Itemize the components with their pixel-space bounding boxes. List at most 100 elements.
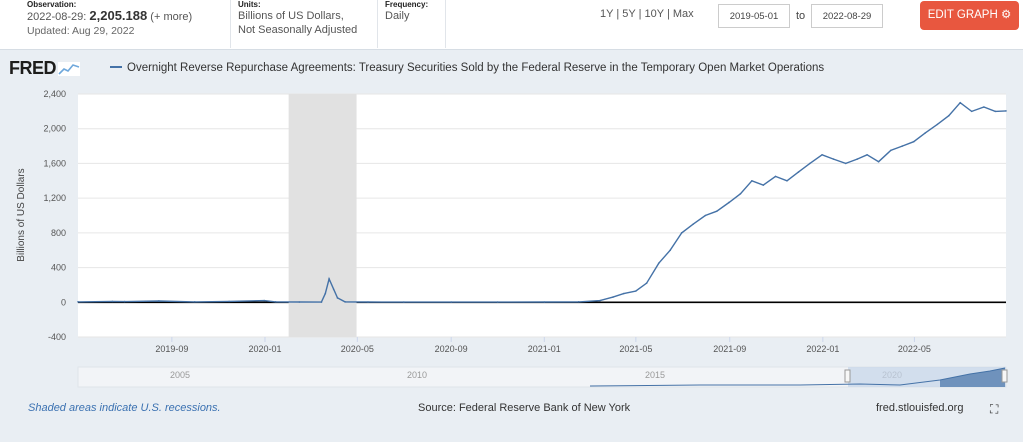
navigator-handle-left [844,369,851,383]
frequency-value: Daily [385,10,410,22]
data-point [328,278,330,280]
data-point [599,299,601,302]
fullscreen-icon[interactable]: ⛶ [990,402,999,416]
line-chart[interactable]: -400 0 400 800 1,200 1,600 2,000 2,400 2019-09 2… [0,50,1023,442]
site-link[interactable]: fred.stlouisfed.org [876,402,964,414]
y-tick-label: 1,200 [43,193,66,203]
to-label: to [796,10,806,22]
navigator-year-label: 2010 [407,370,427,380]
data-point [123,300,126,303]
data-point [728,201,730,204]
data-point [959,101,962,104]
y-tick-label: -400 [48,332,66,342]
data-point [901,145,904,147]
data-point [715,210,718,212]
data-point [889,149,892,152]
data-point [645,282,648,284]
data-point [856,158,858,160]
navigator-line [589,367,1006,387]
data-point [274,301,277,303]
data-point [739,193,742,195]
data-point [1005,110,1007,112]
divider [230,0,231,48]
updated-date: Updated: Aug 29, 2022 [27,25,135,37]
y-tick-label: 0 [61,297,66,307]
units-label: Units: [238,0,261,9]
more-link[interactable]: (+ more) [150,11,193,23]
data-point [193,301,196,303]
edit-graph-label: EDIT GRAPH [927,9,998,21]
range-1y[interactable]: 1Y [600,8,614,20]
x-tick-label: 2020-05 [341,344,374,354]
series-legend[interactable]: Overnight Reverse Repurchase Agreements:… [110,62,824,74]
range-5y[interactable]: 5Y [622,8,636,20]
data-point [877,160,880,163]
data-point [751,179,753,182]
data-point [622,292,625,295]
range-sep: | [666,8,670,20]
date-to-input[interactable]: 2022-08-29 [811,4,883,28]
range-selector: 1Y | 5Y | 10Y | Max [600,8,694,20]
data-point [669,249,672,252]
data-point [924,132,926,134]
legend-swatch [110,65,122,68]
data-point [111,300,114,303]
divider [445,0,446,48]
divider [377,0,378,48]
data-point [543,301,546,303]
observation-label: Observation: [27,0,77,9]
range-10y[interactable]: 10Y [644,8,664,20]
data-point [832,158,835,160]
data-point [970,110,973,113]
navigator-year-label: 2015 [645,370,665,380]
y-tick-label: 2,000 [43,124,66,134]
fred-logo[interactable]: FRED [9,58,80,79]
data-point [866,153,868,156]
y-tick-label: 1,600 [43,158,66,168]
frequency-label: Frequency: [385,0,429,9]
data-point [367,301,369,303]
observation-value: 2022-08-29: 2,205.188 (+ more) [27,8,193,24]
data-point [680,232,683,234]
navigator-handle-right [1001,369,1008,383]
x-tick-label: 2021-09 [713,344,746,354]
series-title: Overnight Reverse Repurchase Agreements:… [127,62,825,74]
units-block: Units: Billions of US Dollars, Not Seaso… [238,0,374,46]
range-sep: | [616,8,620,20]
data-point [336,297,339,299]
x-tick-label: 2020-01 [248,344,281,354]
date-from-input[interactable]: 2019-05-01 [718,4,790,28]
range-max[interactable]: Max [672,8,694,20]
data-point [332,288,335,291]
source-text: Source: Federal Reserve Bank of New York [418,402,631,414]
data-point [612,296,614,298]
data-point [809,162,811,165]
fred-logo-text: FRED [9,58,57,78]
data-point [450,301,452,303]
range-sep: | [638,8,642,20]
data-point [657,262,660,265]
data-point [947,114,950,117]
header-bar: Observation: 2022-08-29: 2,205.188 (+ mo… [0,0,1023,50]
recession-note: Shaded areas indicate U.S. recessions. [28,402,221,414]
data-point [320,301,323,303]
y-tick-label: 2,400 [43,89,66,99]
data-point [158,300,160,302]
data-point [263,299,266,302]
data-point [821,153,823,156]
recession-band [288,94,357,337]
edit-graph-button[interactable]: EDIT GRAPH ⚙ [920,1,1019,30]
x-tick-label: 2021-01 [528,344,561,354]
plot-area [78,94,1006,337]
navigator-area [940,368,1005,387]
observation-block: Observation: 2022-08-29: 2,205.188 (+ mo… [27,0,223,46]
units-line1: Billions of US Dollars, [238,10,344,22]
y-tick-label: 400 [51,263,66,273]
y-tick-label: 800 [51,228,66,238]
data-point [344,301,346,303]
data-point [704,214,707,217]
frequency-block: Frequency: Daily [385,0,445,46]
data-point [692,223,694,225]
data-point [786,179,788,182]
data-point [77,301,79,303]
